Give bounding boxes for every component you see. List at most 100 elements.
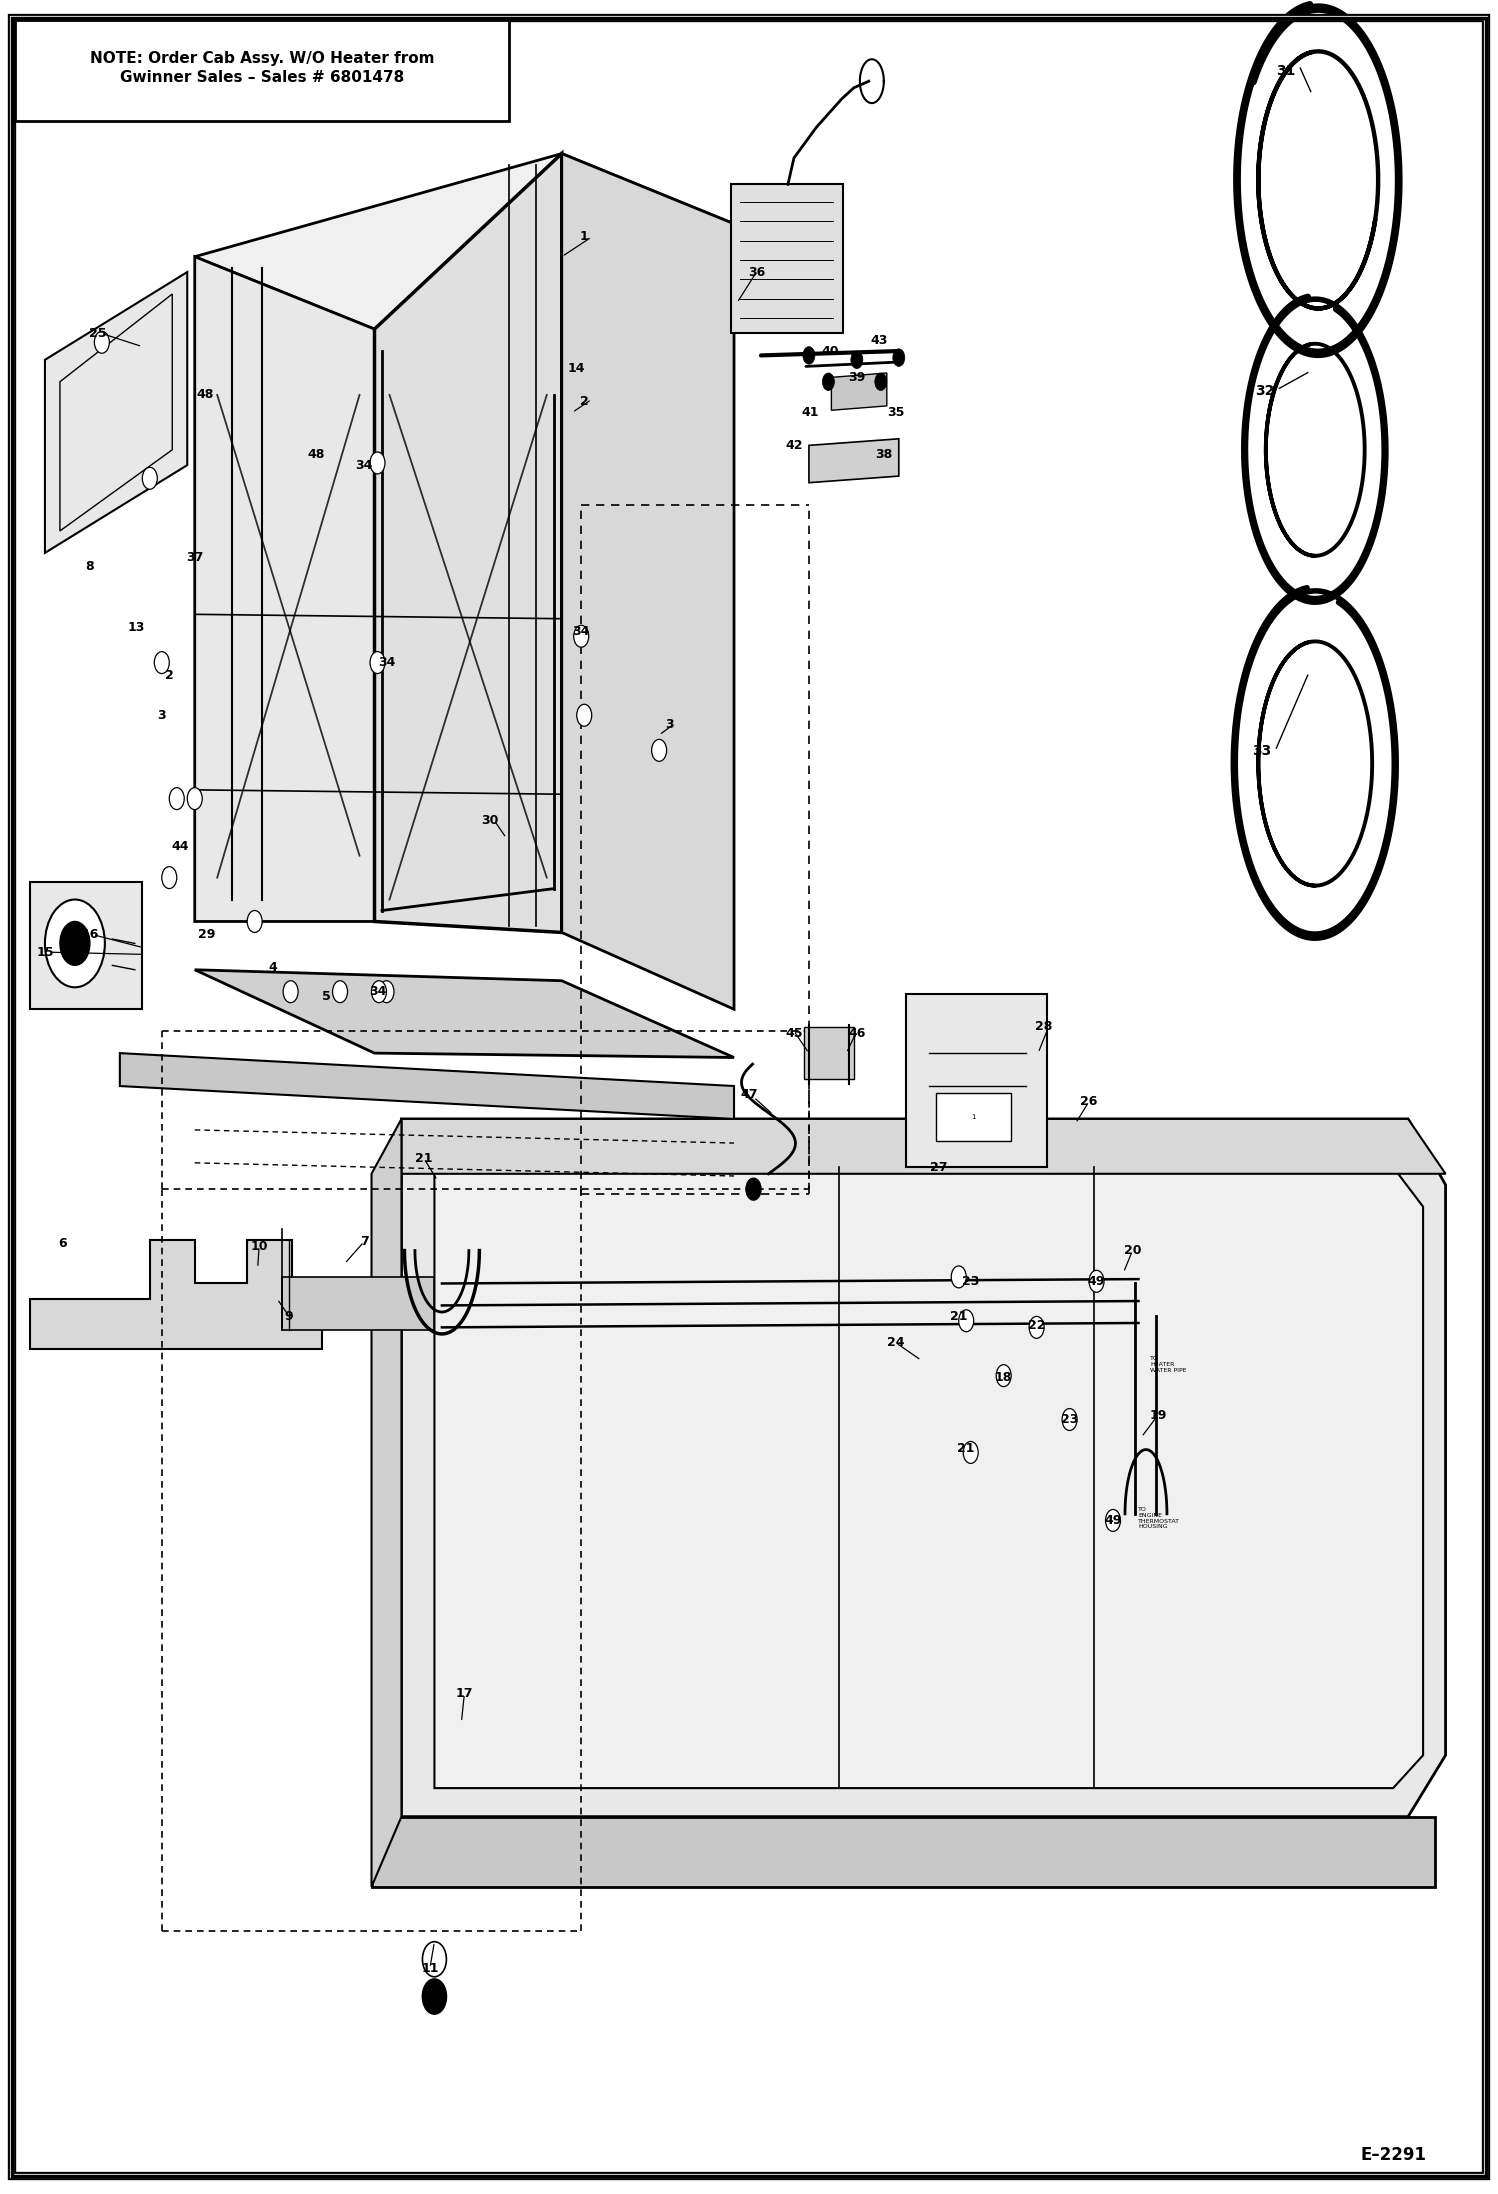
- Polygon shape: [809, 439, 899, 483]
- Polygon shape: [195, 970, 734, 1058]
- Text: 21: 21: [957, 1441, 975, 1455]
- Circle shape: [851, 351, 863, 369]
- Polygon shape: [372, 1817, 1435, 1887]
- Text: 3: 3: [157, 709, 166, 722]
- Text: E–2291: E–2291: [1360, 2146, 1426, 2163]
- Text: 31: 31: [1276, 64, 1296, 77]
- Circle shape: [162, 867, 177, 889]
- Polygon shape: [372, 1119, 401, 1887]
- Circle shape: [372, 981, 386, 1003]
- Text: 7: 7: [360, 1235, 369, 1248]
- Polygon shape: [804, 1027, 854, 1079]
- Polygon shape: [401, 1119, 1446, 1817]
- Text: 4: 4: [268, 961, 277, 974]
- Text: 28: 28: [1035, 1020, 1053, 1033]
- Polygon shape: [434, 1167, 1423, 1788]
- Text: 34: 34: [369, 985, 386, 998]
- Circle shape: [370, 652, 385, 674]
- Polygon shape: [562, 154, 734, 1009]
- Circle shape: [1029, 1316, 1044, 1338]
- Text: 6: 6: [58, 1237, 67, 1251]
- Text: 34: 34: [377, 656, 395, 669]
- Text: 8: 8: [85, 559, 94, 573]
- FancyBboxPatch shape: [731, 184, 843, 333]
- Text: 49: 49: [1088, 1275, 1106, 1288]
- Circle shape: [803, 347, 815, 364]
- FancyBboxPatch shape: [906, 994, 1047, 1167]
- Text: NOTE: Order Cab Assy. W/O Heater from
Gwinner Sales – Sales # 6801478: NOTE: Order Cab Assy. W/O Heater from Gw…: [90, 50, 434, 86]
- Circle shape: [187, 788, 202, 810]
- Text: 46: 46: [848, 1027, 866, 1040]
- Text: 20: 20: [1124, 1244, 1141, 1257]
- Polygon shape: [374, 154, 562, 932]
- Text: 2: 2: [165, 669, 174, 682]
- Circle shape: [746, 1178, 761, 1200]
- Circle shape: [45, 900, 105, 987]
- Polygon shape: [195, 154, 734, 329]
- Text: 1: 1: [971, 1115, 977, 1119]
- Text: 14: 14: [568, 362, 586, 375]
- Text: 21: 21: [415, 1152, 433, 1165]
- Circle shape: [951, 1266, 966, 1288]
- Text: 39: 39: [848, 371, 866, 384]
- Circle shape: [422, 1942, 446, 1977]
- Text: 45: 45: [785, 1027, 803, 1040]
- Text: 17: 17: [455, 1687, 473, 1700]
- Circle shape: [574, 625, 589, 647]
- Circle shape: [333, 981, 348, 1003]
- Circle shape: [963, 1441, 978, 1463]
- Text: 41: 41: [801, 406, 819, 419]
- Text: 29: 29: [198, 928, 216, 941]
- Polygon shape: [195, 257, 374, 921]
- Polygon shape: [282, 1277, 434, 1330]
- Text: 24: 24: [887, 1336, 905, 1349]
- Text: 21: 21: [950, 1310, 968, 1323]
- Text: 42: 42: [785, 439, 803, 452]
- FancyBboxPatch shape: [936, 1093, 1011, 1141]
- Circle shape: [959, 1310, 974, 1332]
- Text: 44: 44: [171, 840, 189, 853]
- Text: 34: 34: [572, 625, 590, 638]
- Text: 34: 34: [355, 459, 373, 472]
- Circle shape: [94, 331, 109, 353]
- Text: 25: 25: [88, 327, 106, 340]
- Circle shape: [996, 1365, 1011, 1387]
- Text: 15: 15: [36, 946, 54, 959]
- Text: 12: 12: [421, 1990, 439, 2003]
- Text: 48: 48: [196, 388, 214, 402]
- Circle shape: [422, 1979, 446, 2014]
- Text: 22: 22: [1028, 1319, 1046, 1332]
- Circle shape: [875, 373, 887, 391]
- Text: 33: 33: [1252, 744, 1272, 757]
- Text: 30: 30: [481, 814, 499, 827]
- Text: 9: 9: [285, 1310, 294, 1323]
- Text: 26: 26: [1080, 1095, 1098, 1108]
- Text: 35: 35: [887, 406, 905, 419]
- Polygon shape: [120, 1053, 734, 1119]
- Text: 2: 2: [580, 395, 589, 408]
- Circle shape: [1089, 1270, 1104, 1292]
- Text: 10: 10: [250, 1240, 268, 1253]
- Polygon shape: [831, 373, 887, 410]
- Text: 13: 13: [127, 621, 145, 634]
- Text: TO
ENGINE
THERMOSTAT
HOUSING: TO ENGINE THERMOSTAT HOUSING: [1138, 1507, 1180, 1529]
- Text: 47: 47: [740, 1088, 758, 1101]
- Text: 11: 11: [421, 1961, 439, 1975]
- Text: 3: 3: [665, 717, 674, 731]
- Polygon shape: [45, 272, 187, 553]
- Text: 37: 37: [186, 551, 204, 564]
- Text: 48: 48: [307, 448, 325, 461]
- Circle shape: [893, 349, 905, 366]
- Circle shape: [169, 788, 184, 810]
- Text: 49: 49: [1104, 1514, 1122, 1527]
- Circle shape: [247, 911, 262, 932]
- Polygon shape: [401, 1119, 1446, 1174]
- Circle shape: [1106, 1509, 1121, 1531]
- Circle shape: [154, 652, 169, 674]
- Text: 23: 23: [962, 1275, 980, 1288]
- Circle shape: [822, 373, 834, 391]
- Text: 32: 32: [1255, 384, 1275, 397]
- Text: 1: 1: [580, 230, 589, 244]
- Bar: [15, 20, 509, 121]
- Text: 40: 40: [821, 344, 839, 358]
